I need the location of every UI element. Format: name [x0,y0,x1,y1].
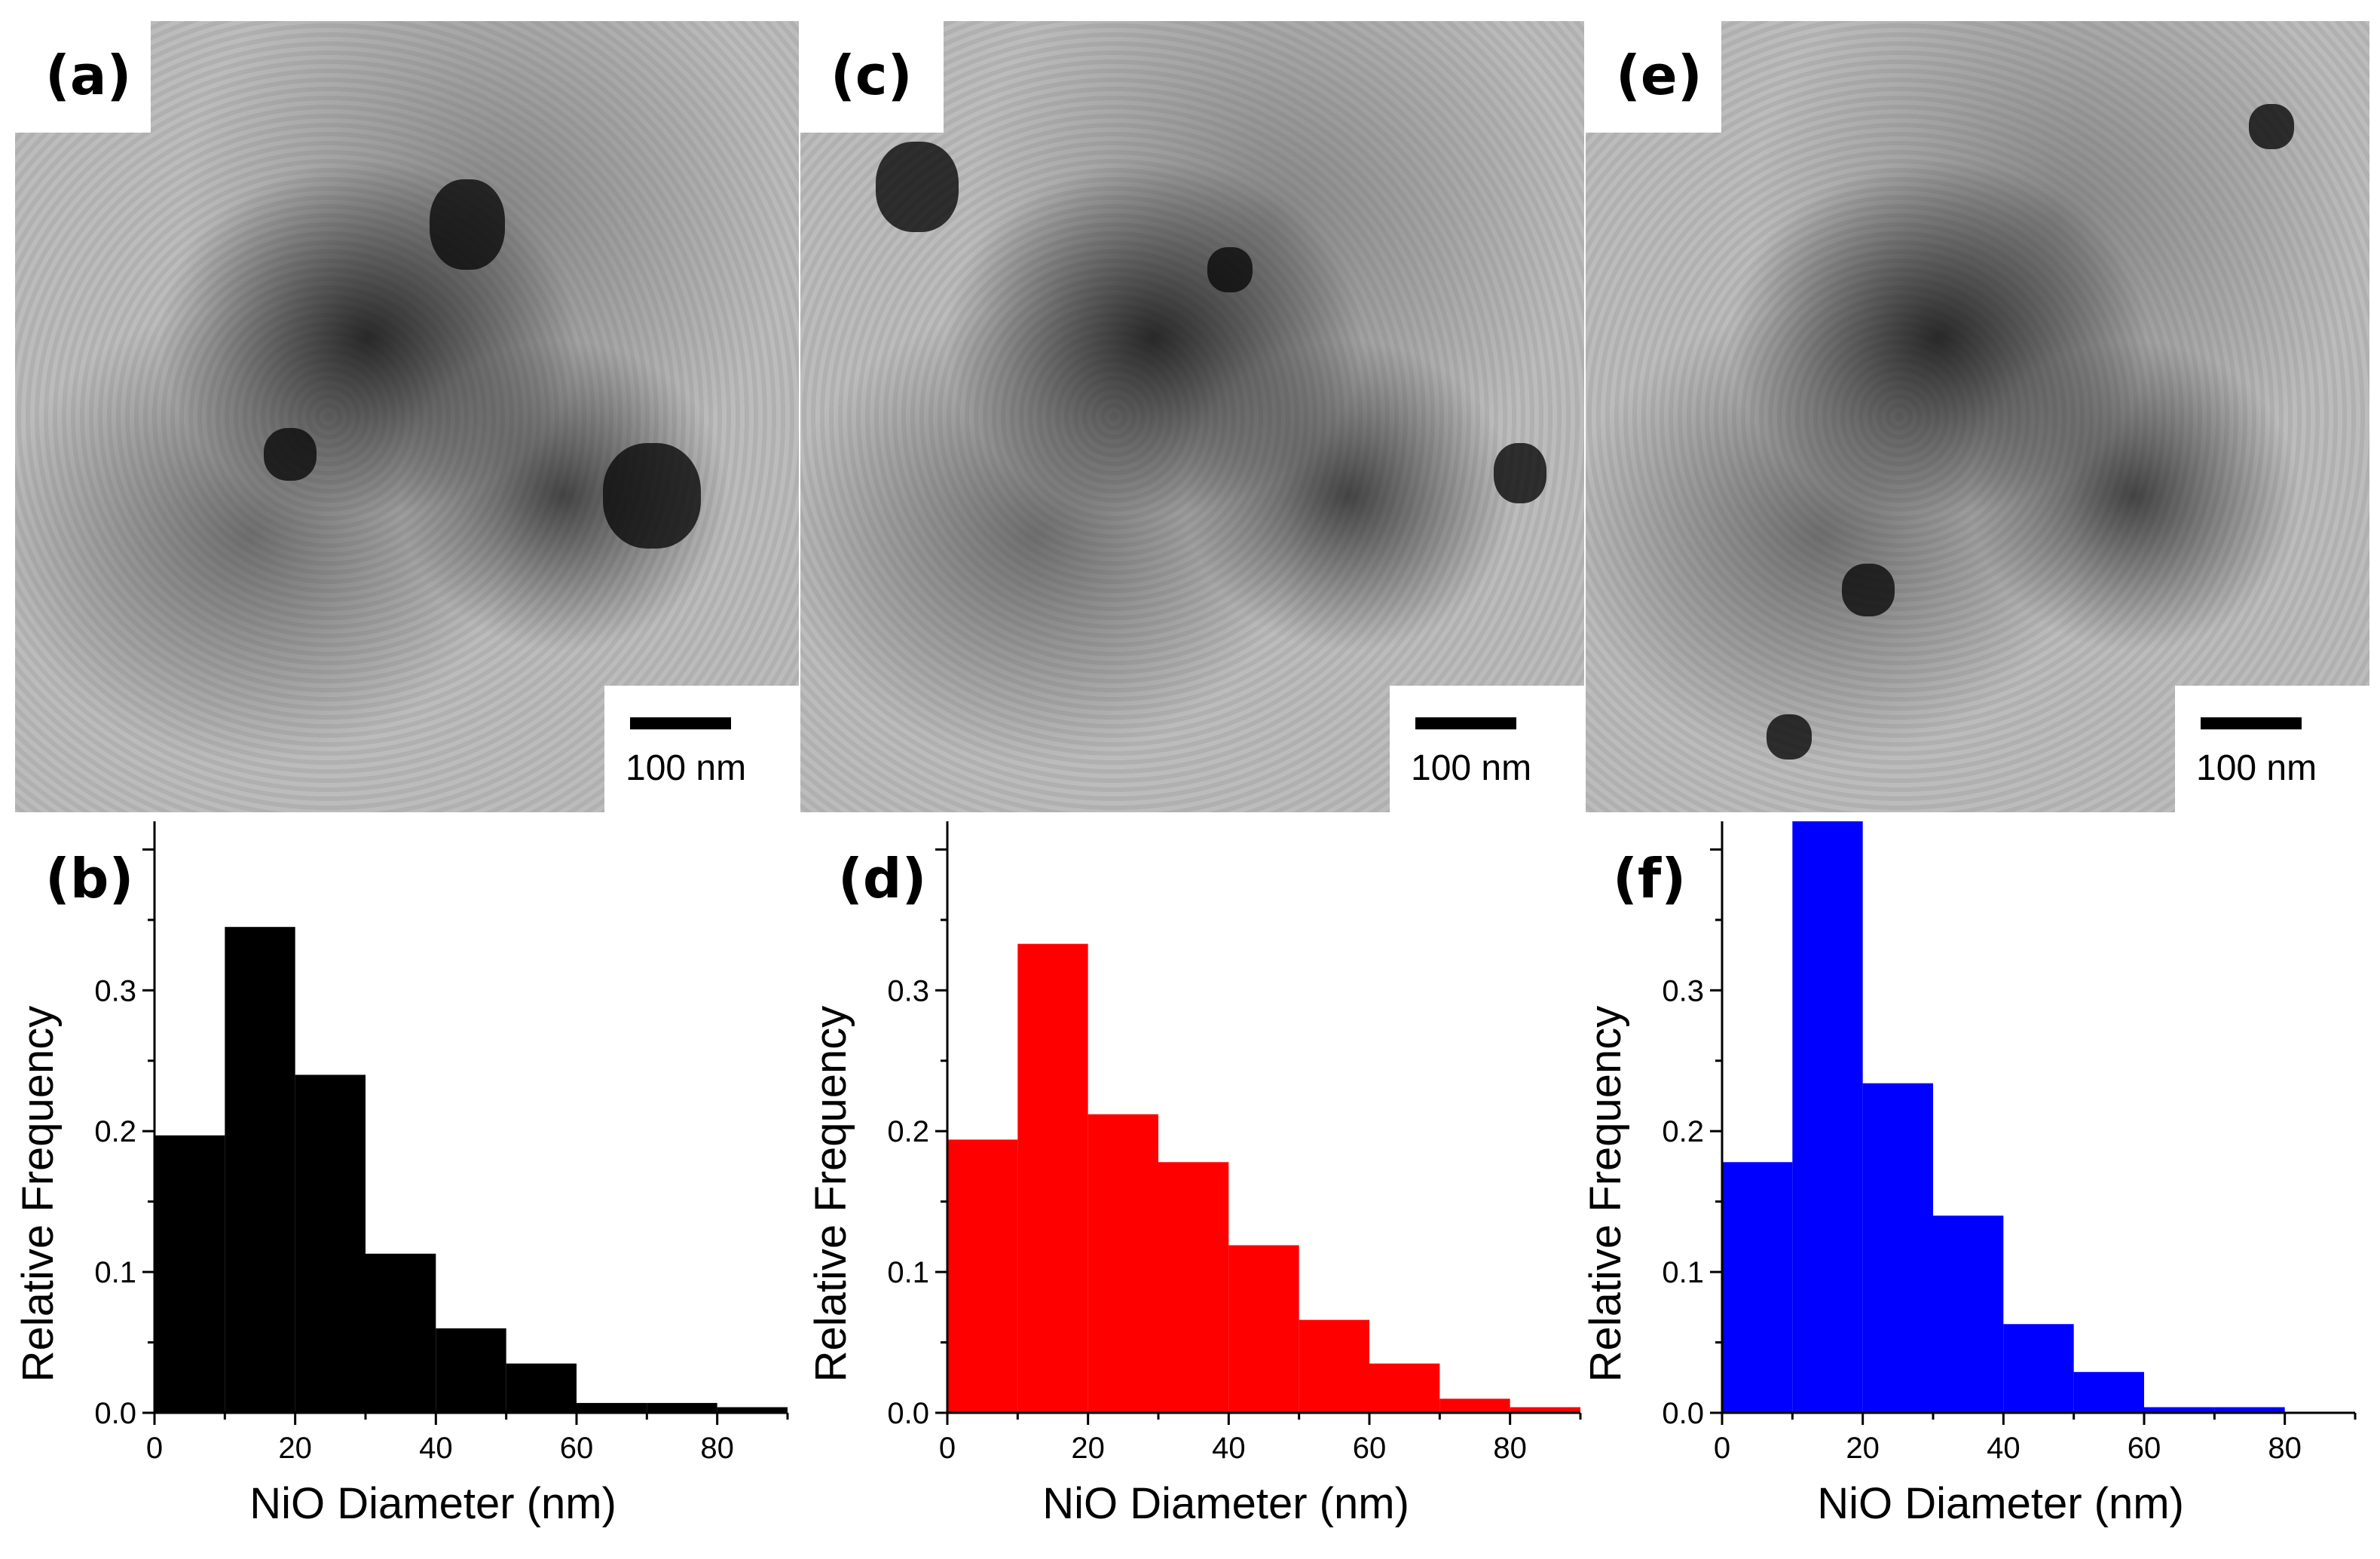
histogram-bar [577,1402,647,1413]
dark-particle [430,179,505,270]
x-tick-label: 0 [1714,1432,1730,1465]
scale-bar-box: 100 nm [604,686,799,812]
x-tick-label: 60 [2128,1432,2161,1465]
histogram-bar [1862,1083,1933,1413]
dark-particle [1207,247,1253,292]
y-tick-label: 0.0 [94,1397,136,1430]
histogram-bar [2073,1371,2144,1413]
panel-label-a: (a) [15,21,151,133]
histogram-bar [1722,1162,1793,1413]
dark-particle [603,443,701,549]
y-tick-label: 0.3 [887,974,929,1007]
panel-label-d: (d) [838,847,927,910]
histogram-bar [2214,1407,2285,1413]
dark-particle [2249,104,2294,149]
histogram-bar [506,1363,577,1413]
x-tick-label: 80 [1493,1432,1527,1465]
tem-image-a: (a) 100 nm [15,21,799,812]
scale-bar [1415,717,1516,729]
scale-bar-box: 100 nm [1390,686,1584,812]
y-tick-label: 0.2 [1662,1115,1704,1148]
x-axis-label: NiO Diameter (nm) [1042,1479,1409,1528]
dark-particle [876,142,959,232]
histogram-bar [1017,943,1088,1413]
scale-bar-box: 100 nm [2175,686,2369,812]
y-tick-label: 0.3 [1662,974,1704,1007]
y-tick-label: 0.1 [1662,1256,1704,1289]
y-tick-label: 0.2 [94,1115,136,1148]
histogram-f: 0 20 40 60 80 0.0 0.1 0.2 0.3 NiO Diameter (nm) Re… [1568,814,2359,1559]
scale-bar [2201,717,2302,729]
x-tick-label: 0 [939,1432,956,1465]
dark-particle [264,428,317,481]
histogram-bar [1299,1319,1369,1413]
x-tick-label: 40 [1212,1432,1246,1465]
scale-bar-label: 100 nm [1411,748,1532,788]
x-tick-label: 60 [560,1432,594,1465]
histogram-bar [1228,1245,1299,1413]
panel-label-f: (f) [1613,847,1687,910]
histogram-svg: 0 20 40 60 80 0.0 0.1 0.2 0.3 NiO Diameter (nm) Re… [1581,821,2357,1528]
scale-bar-label: 100 nm [626,748,747,788]
tem-image-c: (c) 100 nm [800,21,1584,812]
y-axis-label: Relative Frequency [806,1006,855,1383]
y-axis-label: Relative Frequency [14,1006,63,1383]
x-tick-label: 80 [700,1432,734,1465]
histogram-bar [436,1328,506,1413]
dark-particle [1494,443,1546,503]
x-tick-label: 20 [1071,1432,1105,1465]
y-tick-label: 0.1 [94,1256,136,1289]
histogram-bar [1158,1162,1229,1413]
histogram-svg: 0 20 40 60 80 0.0 0.1 0.2 0.3 NiO Diameter (nm) Re… [806,821,1582,1528]
x-tick-label: 40 [419,1432,453,1465]
histogram-bar [947,1139,1018,1413]
histogram-bar [717,1407,788,1413]
x-axis-label: NiO Diameter (nm) [249,1479,616,1528]
histogram-bar [366,1253,436,1413]
x-tick-label: 20 [1846,1432,1880,1465]
panel-label-b: (b) [45,847,134,910]
y-tick-label: 0.2 [887,1115,929,1148]
x-tick-label: 40 [1987,1432,2021,1465]
tem-image-e: (e) 100 nm [1586,21,2369,812]
histogram-bar [154,1135,225,1413]
histogram-bar [1088,1114,1158,1413]
histogram-bar [647,1402,717,1413]
scale-bar-label: 100 nm [2196,748,2317,788]
histogram-bar [1439,1399,1510,1413]
panel-label-c: (c) [800,21,944,133]
dark-particle [1842,564,1895,616]
x-tick-label: 0 [146,1432,163,1465]
x-tick-label: 80 [2268,1432,2302,1465]
histogram-bar [2003,1324,2074,1413]
y-tick-label: 0.1 [887,1256,929,1289]
y-tick-label: 0.0 [887,1397,929,1430]
panel-label-e: (e) [1586,21,1721,133]
y-tick-label: 0.0 [1662,1397,1704,1430]
histogram-bar [2144,1407,2215,1413]
x-tick-label: 60 [1353,1432,1387,1465]
histogram-bar [1369,1363,1440,1413]
x-axis-label: NiO Diameter (nm) [1817,1479,2184,1528]
histogram-bar [295,1074,366,1413]
histogram-svg: 0 20 40 60 80 0.0 0.1 0.2 0.3 NiO Diameter (nm) Re… [14,821,789,1528]
y-axis-label: Relative Frequency [1581,1006,1630,1383]
x-tick-label: 20 [278,1432,312,1465]
histogram-bar [225,927,295,1413]
histogram-bar [1792,821,1863,1413]
histogram-b: 0 20 40 60 80 0.0 0.1 0.2 0.3 NiO Diameter (nm) Re… [0,814,791,1559]
dark-particle [1767,714,1812,760]
histogram-bar [1510,1407,1580,1413]
histogram-bar [1933,1215,2004,1413]
y-tick-label: 0.3 [94,974,136,1007]
histogram-d: 0 20 40 60 80 0.0 0.1 0.2 0.3 NiO Diameter (nm) Re… [793,814,1584,1559]
scale-bar [630,717,731,729]
